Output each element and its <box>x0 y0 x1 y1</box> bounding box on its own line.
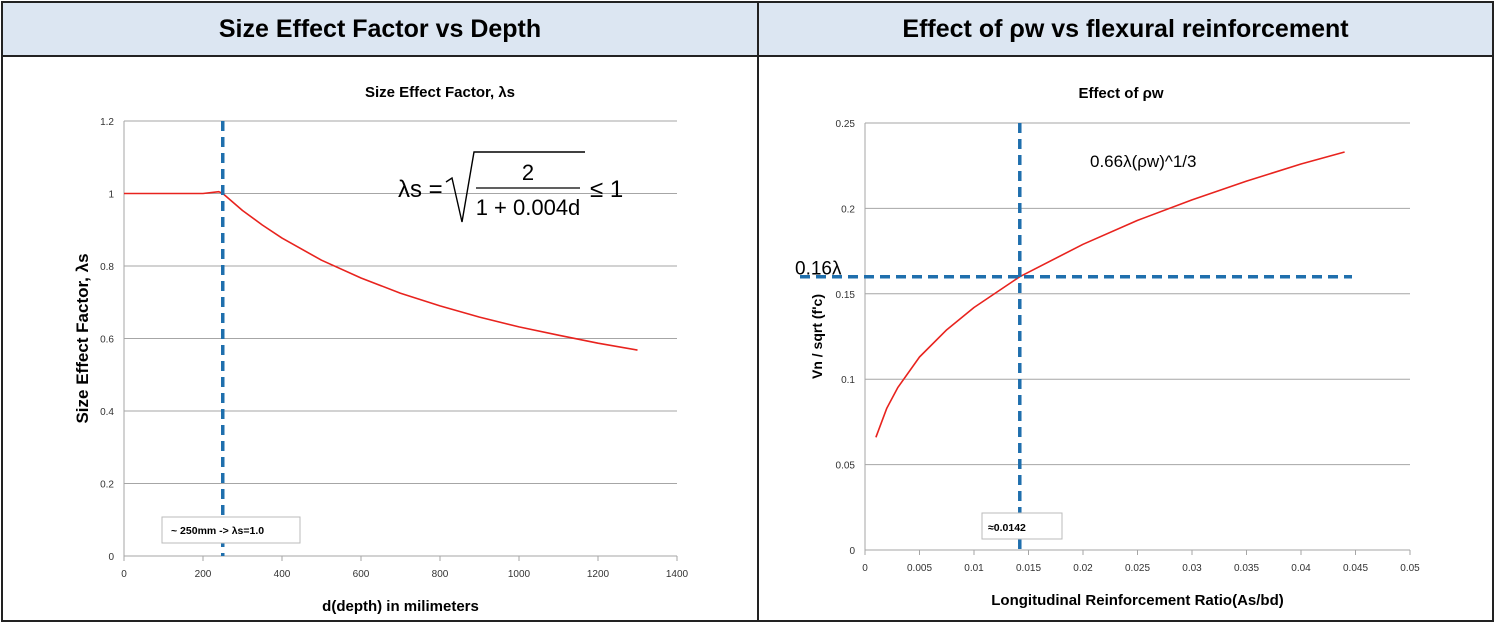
x-tick-label: 600 <box>353 569 370 580</box>
y-tick-label: 1.2 <box>100 117 114 128</box>
y-tick-label: 0.2 <box>100 480 114 491</box>
data-series-line <box>875 151 1345 438</box>
x-tick-label: 200 <box>195 569 212 580</box>
annotation-box <box>161 516 301 544</box>
y-tick-label: 1 <box>108 190 114 201</box>
y-tick-label: 0.4 <box>100 407 114 418</box>
x-tick-label: 0.045 <box>1343 563 1368 574</box>
x-tick-label: 1200 <box>587 569 610 580</box>
chart-title: Size Effect Factor, λs <box>365 84 515 101</box>
y-tick-label: 0.2 <box>841 204 855 215</box>
x-tick-label: 0.04 <box>1291 563 1311 574</box>
y-tick-label: 0.15 <box>836 290 856 301</box>
equation-lhs: λs = <box>398 176 443 203</box>
x-tick-label: 0.03 <box>1182 563 1202 574</box>
annotation-box <box>981 512 1063 540</box>
y-tick-label: 0 <box>849 546 855 557</box>
x-axis-label: Longitudinal Reinforcement Ratio(As/bd) <box>991 592 1284 609</box>
x-axis-label: d(depth) in milimeters <box>322 598 479 615</box>
panel-size-effect: Size Effect Factor vs Depth <box>1 1 759 622</box>
x-tick-label: 0.035 <box>1234 563 1259 574</box>
x-tick-label: 1400 <box>666 569 689 580</box>
x-tick-label: 800 <box>432 569 449 580</box>
equation-radical <box>445 151 585 223</box>
equation-label: 0.66λ(ρw)^1/3 <box>1090 152 1196 171</box>
equation-rhs: ≤ 1 <box>590 176 623 203</box>
x-tick-label: 0.02 <box>1073 563 1093 574</box>
panel-header: Effect of ρw vs flexural reinforcement <box>759 3 1492 57</box>
x-tick-label: 400 <box>274 569 291 580</box>
guide-y-label: 0.16λ <box>795 259 842 280</box>
x-tick-label: 0.01 <box>964 563 984 574</box>
y-tick-label: 0 <box>108 552 114 563</box>
x-tick-label: 0.025 <box>1125 563 1150 574</box>
y-tick-label: 0.05 <box>836 461 856 472</box>
annotation-text: ~ 250mm -> λs=1.0 <box>171 525 264 537</box>
x-tick-label: 0.05 <box>1400 563 1420 574</box>
equation-numerator: 2 <box>522 160 534 185</box>
x-tick-label: 1000 <box>508 569 531 580</box>
equation-denominator: 1 + 0.004d <box>476 195 581 220</box>
annotation-text: ≈0.0142 <box>988 522 1026 534</box>
y-tick-label: 0.25 <box>836 119 856 130</box>
chart-title: Effect of ρw <box>1078 85 1163 102</box>
x-tick-label: 0.005 <box>907 563 932 574</box>
y-axis-label: Vn / sqrt (f'c) <box>809 294 825 379</box>
x-tick-label: 0 <box>862 563 868 574</box>
y-tick-label: 0.8 <box>100 262 114 273</box>
panel-header: Size Effect Factor vs Depth <box>3 3 757 57</box>
panel-rho-effect: Effect of ρw vs flexural reinforcement <box>757 1 1494 622</box>
y-tick-label: 0.1 <box>841 375 855 386</box>
x-tick-label: 0.015 <box>1016 563 1041 574</box>
y-axis-label: Size Effect Factor, λs <box>73 253 92 423</box>
y-tick-label: 0.6 <box>100 335 114 346</box>
x-tick-label: 0 <box>121 569 127 580</box>
